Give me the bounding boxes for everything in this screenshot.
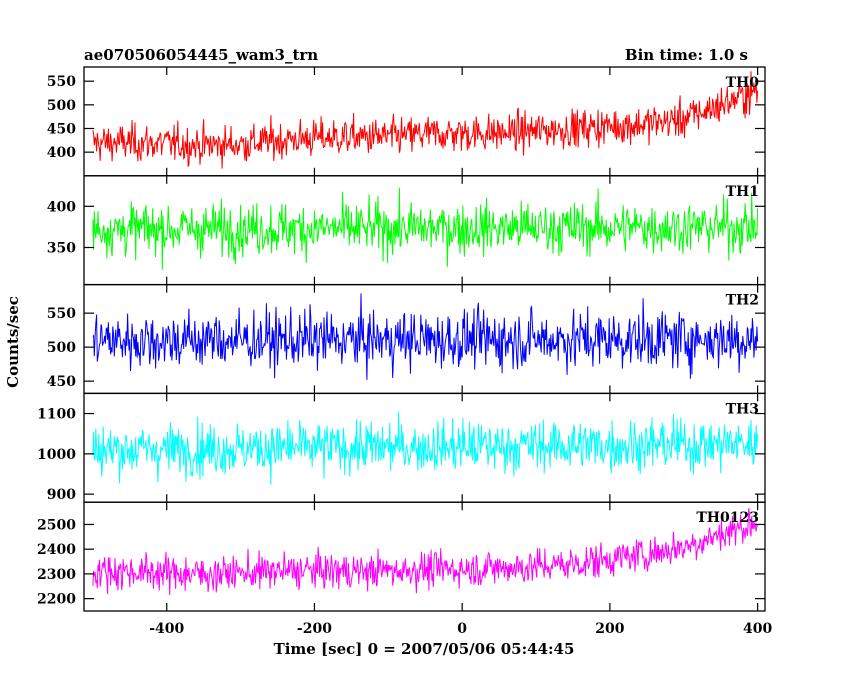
x-tick-label: 200: [595, 621, 624, 637]
y-tick-label: 450: [47, 121, 76, 137]
x-axis-label: Time [sec] 0 = 2007/05/06 05:44:45: [274, 640, 575, 658]
panel-frame: [83, 501, 766, 612]
panel-label: TH1: [726, 184, 759, 200]
x-tick-label: 0: [457, 621, 467, 637]
y-axis-label: Counts/sec: [4, 296, 22, 388]
y-tick-label: 1100: [37, 407, 76, 423]
y-tick-label: 550: [47, 306, 76, 322]
series-line-th3: [92, 411, 759, 485]
x-tick-label: -200: [297, 621, 332, 637]
panel-frame: [83, 66, 766, 177]
y-tick-label: 350: [47, 241, 76, 257]
panel-label: TH3: [726, 401, 759, 417]
chart-title-left: ae070506054445_wam3_trn: [84, 46, 318, 64]
y-tick-label: 550: [47, 74, 76, 90]
series-line-th0: [92, 71, 759, 169]
y-tick-label: 2400: [37, 542, 76, 558]
x-tick-label: -400: [149, 621, 184, 637]
y-tick-label: 1000: [37, 447, 76, 463]
panel-label: TH0123: [696, 510, 759, 526]
series-line-th2: [92, 293, 759, 380]
y-tick-label: 400: [47, 199, 76, 215]
y-tick-label: 500: [47, 340, 76, 356]
series-line-th0123: [92, 508, 759, 596]
y-tick-label: 2200: [37, 592, 76, 608]
y-tick-label: 500: [47, 98, 76, 114]
panels-group: 400 450 500 550 TH0 350 400 TH1 450 500 550 TH2 900 1…: [37, 66, 772, 637]
panel-label: TH2: [726, 293, 759, 309]
panel-label: TH0: [726, 75, 760, 91]
y-tick-label: 450: [47, 374, 76, 390]
y-tick-label: 2500: [37, 517, 76, 533]
y-tick-label: 900: [47, 487, 76, 503]
series-line-th1: [92, 187, 759, 270]
y-tick-label: 2300: [37, 567, 76, 583]
chart-title-right: Bin time: 1.0 s: [625, 46, 748, 64]
x-tick-label: 400: [743, 621, 772, 637]
y-tick-label: 400: [47, 145, 76, 161]
